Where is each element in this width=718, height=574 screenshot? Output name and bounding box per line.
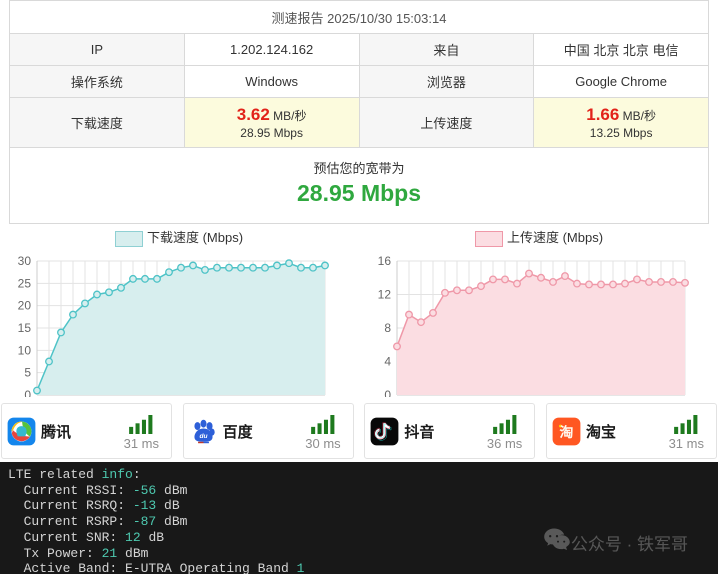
svg-text:0: 0 xyxy=(384,388,391,397)
svg-text:10: 10 xyxy=(18,343,32,357)
svg-text:淘: 淘 xyxy=(560,423,574,439)
svg-text:0: 0 xyxy=(24,388,31,397)
svg-text:16: 16 xyxy=(378,254,392,268)
svg-text:20: 20 xyxy=(18,299,32,313)
svg-text:25: 25 xyxy=(18,276,32,290)
svg-text:8: 8 xyxy=(384,321,391,335)
svg-text:5: 5 xyxy=(24,366,31,380)
svg-text:15: 15 xyxy=(18,321,32,335)
svg-text:du: du xyxy=(199,433,207,440)
svg-text:12: 12 xyxy=(378,288,392,302)
svg-text:4: 4 xyxy=(384,355,391,369)
svg-text:30: 30 xyxy=(18,254,32,268)
